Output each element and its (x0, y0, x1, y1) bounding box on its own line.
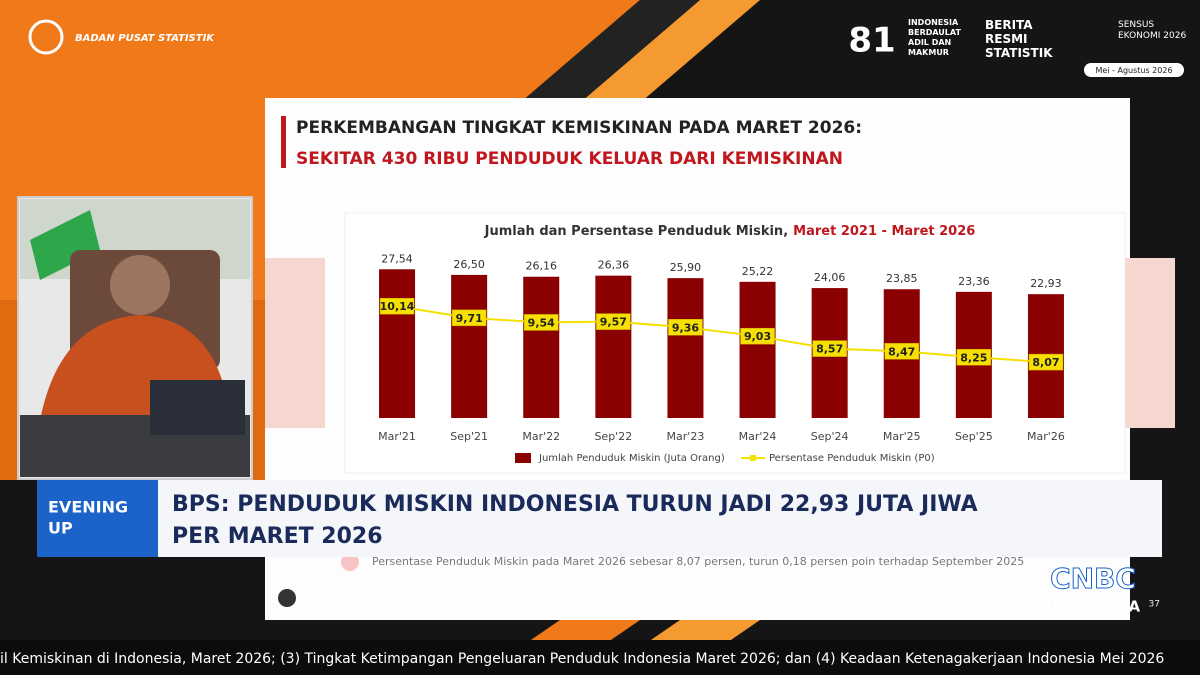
x-tick-label: Sep'25 (955, 430, 993, 443)
logo-text: INDONESIA BERDAULAT ADIL DAN MAKMUR (908, 18, 961, 57)
program-box (37, 480, 158, 557)
logo-text: BERITA RESMI STATISTIK (985, 18, 1053, 60)
x-tick-label: Mar'26 (1027, 430, 1065, 443)
channel-logo: CNBC (1050, 562, 1136, 595)
channel-logo: INDONESIA (1046, 598, 1141, 616)
line-label: 8,07 (1032, 356, 1059, 369)
line-point (956, 349, 992, 366)
line-label: 9,71 (456, 312, 483, 325)
period: Mei - Agustus 2026 (1095, 66, 1172, 75)
title-accent (281, 116, 286, 168)
webcam-tablet (150, 380, 245, 435)
slide-deco (1125, 258, 1175, 428)
line-point (596, 313, 631, 330)
x-tick-label: Mar'22 (522, 430, 560, 443)
ticker-bar (0, 640, 1200, 675)
chart-box (344, 212, 1126, 474)
x-tick-label: Mar'25 (883, 430, 921, 443)
line-point (451, 309, 487, 327)
bar-label: 27,54 (381, 252, 413, 265)
line-label: 8,47 (888, 345, 915, 358)
line-label: 9,54 (528, 316, 555, 329)
logo-81: 81 (848, 21, 895, 61)
bar-label: 23,85 (886, 272, 918, 285)
slide-subtitle: SEKITAR 430 RIBU PENDUDUK KELUAR DARI KE… (296, 149, 843, 169)
legend-swatch (750, 455, 756, 461)
bar-label: 26,16 (526, 260, 558, 273)
x-tick-label: Sep'24 (811, 430, 849, 443)
headline: BPS: PENDUDUK MISKIN INDONESIA TURUN JAD… (172, 492, 978, 517)
bar-label: 23,36 (958, 275, 990, 288)
line-point (812, 340, 847, 357)
line-label: 9,36 (672, 321, 699, 334)
bar-label: 24,06 (814, 271, 846, 284)
chart-title: Jumlah dan Persentase Penduduk Miskin, (484, 224, 788, 239)
line-label: 9,57 (600, 316, 627, 329)
bar-label: 25,90 (670, 261, 702, 274)
x-tick-label: Mar'21 (378, 430, 416, 443)
webcam-person (110, 255, 170, 315)
slide-title: PERKEMBANGAN TINGKAT KEMISKINAN PADA MAR… (296, 118, 862, 138)
line-label: 8,57 (816, 343, 843, 356)
logo-text: INDONESIA BERDAULAT ADIL DAN MAKMUR (908, 18, 961, 57)
headline-box (158, 480, 1162, 557)
line-label: 10,14 (380, 300, 415, 313)
pen-icon (278, 589, 296, 607)
bps-logo (28, 19, 64, 55)
chart-title-highlight: Maret 2021 - Maret 2026 (793, 224, 975, 239)
slide-note: Persentase Penduduk Miskin pada Maret 20… (372, 555, 1024, 568)
chart-title: Jumlah dan Persentase Penduduk Miskin, Ma… (484, 224, 976, 239)
bar (451, 274, 488, 418)
period-pill (1084, 63, 1184, 77)
org-name: BADAN PUSAT STATISTIK (75, 33, 215, 44)
bar (667, 278, 704, 418)
bar (739, 281, 776, 418)
program: EVENING (48, 498, 128, 517)
bullet-icon (341, 553, 359, 571)
bar (523, 276, 560, 418)
legend-label: Jumlah Penduduk Miskin (Juta Orang) (538, 453, 725, 464)
bar (379, 269, 416, 418)
line-label: 9,03 (744, 330, 771, 343)
line-point (524, 314, 559, 331)
bar-label: 25,22 (742, 265, 774, 278)
logo-text: BERITA RESMI STATISTIK (985, 18, 1053, 60)
x-tick-label: Mar'23 (667, 430, 705, 443)
bar-label: 26,36 (598, 259, 630, 272)
x-tick-label: Sep'22 (594, 430, 632, 443)
legend-swatch (515, 453, 531, 463)
chart: Mar'21 Sep'21 Mar'22 Sep'22 Mar'23 Mar'24 Sep'… (378, 252, 1065, 464)
logo-text: SENSUS EKONOMI 2026 (1118, 20, 1187, 41)
line-point (668, 319, 703, 336)
program: UP (48, 519, 73, 538)
page-number: 37 (1149, 600, 1160, 610)
webcam-logo (30, 210, 100, 280)
line-point (1028, 353, 1064, 371)
x-tick-label: Mar'24 (739, 430, 777, 443)
line-point (740, 327, 775, 345)
x-tick-label: Sep'21 (450, 430, 488, 443)
logo-text: SENSUS EKONOMI 2026 (1118, 20, 1187, 41)
line-point (884, 343, 919, 360)
ticker: il Kemiskinan di Indonesia, Maret 2026; … (0, 651, 1164, 667)
bar-label: 26,50 (453, 258, 485, 271)
line-label: 8,25 (960, 351, 987, 364)
bar (595, 275, 632, 418)
slide-deco (265, 258, 325, 428)
line (396, 305, 1047, 364)
legend-label: Persentase Penduduk Miskin (P0) (769, 453, 935, 464)
headline: PER MARET 2026 (172, 524, 383, 549)
bar-label: 22,93 (1030, 277, 1062, 290)
line-point (379, 297, 415, 315)
